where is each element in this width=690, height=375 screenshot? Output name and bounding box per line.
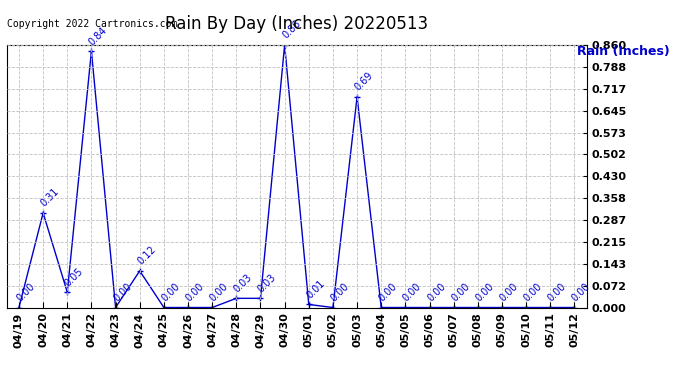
Text: 0.00: 0.00 xyxy=(208,281,230,303)
Text: 0.00: 0.00 xyxy=(473,281,495,303)
Text: 0.69: 0.69 xyxy=(353,70,375,93)
Text: Rain By Day (Inches) 20220513: Rain By Day (Inches) 20220513 xyxy=(165,15,428,33)
Text: 0.12: 0.12 xyxy=(135,244,158,267)
Text: 0.00: 0.00 xyxy=(425,281,447,303)
Text: 0.31: 0.31 xyxy=(39,186,61,209)
Text: 0.03: 0.03 xyxy=(232,272,254,294)
Text: 0.00: 0.00 xyxy=(14,281,37,303)
Text: 0.00: 0.00 xyxy=(449,281,471,303)
Text: 0.84: 0.84 xyxy=(87,25,109,47)
Text: 0.00: 0.00 xyxy=(328,281,351,303)
Text: 0.00: 0.00 xyxy=(184,281,206,303)
Text: 0.00: 0.00 xyxy=(159,281,181,303)
Text: 0.05: 0.05 xyxy=(63,266,86,288)
Text: 0.03: 0.03 xyxy=(256,272,278,294)
Text: 0.01: 0.01 xyxy=(304,278,326,300)
Text: Copyright 2022 Cartronics.com: Copyright 2022 Cartronics.com xyxy=(7,19,177,29)
Text: 0.00: 0.00 xyxy=(546,281,568,303)
Text: 0.00: 0.00 xyxy=(497,281,520,303)
Text: Rain (Inches): Rain (Inches) xyxy=(577,45,669,58)
Text: 0.00: 0.00 xyxy=(377,281,399,303)
Text: 0.00: 0.00 xyxy=(111,281,133,303)
Text: 0.00: 0.00 xyxy=(570,281,592,303)
Text: 0.86: 0.86 xyxy=(280,19,302,41)
Text: 0.00: 0.00 xyxy=(522,281,544,303)
Text: 0.00: 0.00 xyxy=(401,281,423,303)
